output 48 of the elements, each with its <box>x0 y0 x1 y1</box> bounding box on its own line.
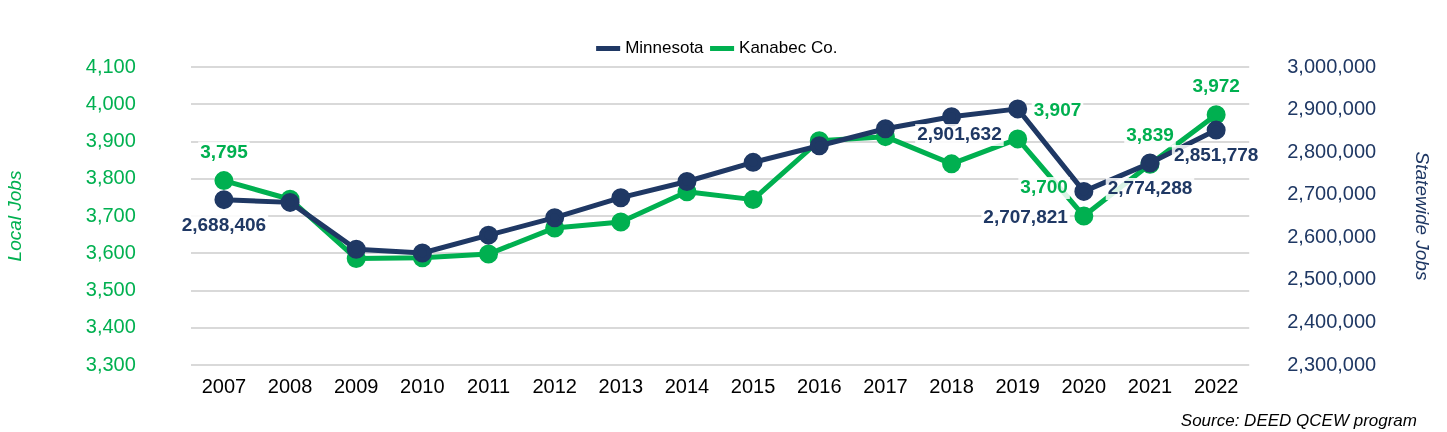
data-label: 2,707,821 <box>983 205 1069 227</box>
x-tick-label: 2018 <box>929 374 974 397</box>
data-label: 3,907 <box>1033 99 1082 121</box>
x-tick-label: 2015 <box>730 374 776 397</box>
x-tick-label: 2017 <box>863 374 908 397</box>
data-label: 3,700 <box>1020 176 1068 198</box>
x-tick-label: 2020 <box>1061 374 1107 397</box>
data-label: 3,839 <box>1126 124 1174 146</box>
y2-tick-label: 2,900,000 <box>1287 97 1377 120</box>
y2-axis-title: Statewide Jobs <box>1412 151 1434 281</box>
data-label: 3,795 <box>200 140 249 162</box>
y2-tick-label: 2,400,000 <box>1287 309 1377 332</box>
y-tick-label: 4,100 <box>85 54 136 77</box>
legend-label: Minnesota <box>625 38 705 58</box>
x-tick-label: 2019 <box>995 374 1040 397</box>
y-axis-title: Local Jobs <box>3 170 25 262</box>
y2-tick-label: 2,300,000 <box>1287 352 1377 375</box>
data-label: 2,851,778 <box>1173 144 1259 166</box>
x-tick-label: 2012 <box>532 374 577 397</box>
y-tick-label: 3,400 <box>85 315 136 338</box>
x-tick-label: 2014 <box>664 374 710 397</box>
source-note: Source: DEED QCEW program <box>1180 411 1417 431</box>
x-tick-label: 2013 <box>598 374 644 397</box>
x-tick-label: 2011 <box>467 374 511 397</box>
y2-tick-label: 3,000,000 <box>1287 54 1377 77</box>
y2-tick-label: 2,700,000 <box>1287 182 1377 205</box>
y-tick-label: 3,600 <box>85 240 136 263</box>
data-label: 2,688,406 <box>181 213 267 235</box>
y-tick-label: 3,800 <box>85 166 136 189</box>
x-tick-label: 2007 <box>201 374 247 397</box>
y-tick-label: 4,000 <box>85 91 136 114</box>
y2-tick-label: 2,500,000 <box>1287 267 1377 290</box>
y-tick-label: 3,700 <box>85 203 136 226</box>
x-tick-label: 2008 <box>267 374 313 397</box>
x-tick-label: 2010 <box>400 374 445 397</box>
x-tick-label: 2022 <box>1193 374 1239 397</box>
y2-tick-label: 2,800,000 <box>1287 139 1377 162</box>
legend-label: Kanabec Co. <box>739 38 838 58</box>
y-tick-label: 3,500 <box>85 278 136 301</box>
y-tick-label: 3,900 <box>85 129 136 152</box>
x-tick-label: 2009 <box>333 374 379 397</box>
data-label: 3,972 <box>1192 74 1240 96</box>
y2-tick-label: 2,600,000 <box>1287 224 1377 247</box>
x-tick-label: 2016 <box>797 374 842 397</box>
data-label: 2,901,632 <box>917 123 1002 145</box>
y-tick-label: 3,300 <box>85 352 136 375</box>
x-tick-label: 2021 <box>1127 374 1173 397</box>
data-label: 2,774,288 <box>1107 177 1193 199</box>
